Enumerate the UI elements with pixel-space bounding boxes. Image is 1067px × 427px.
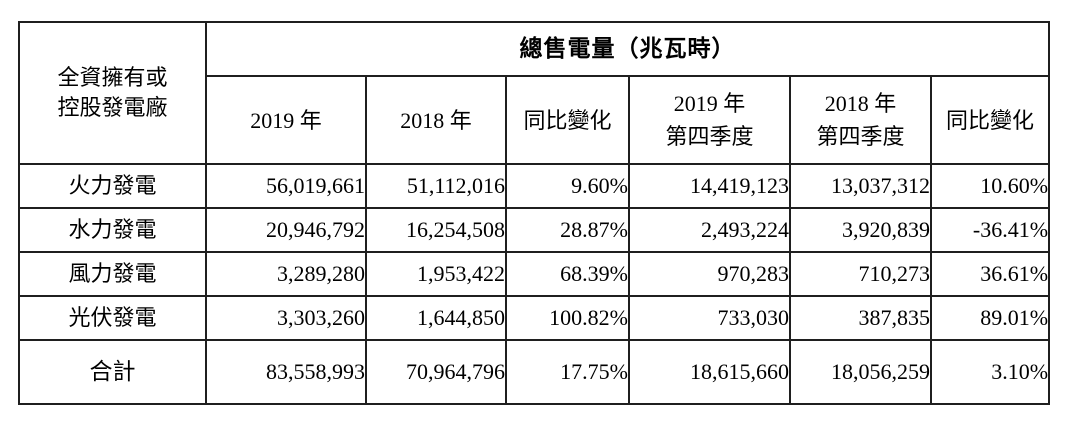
header-row-top: 全資擁有或 控股發電廠 總售電量（兆瓦時） xyxy=(18,21,1051,165)
cell-2018-q4: 387,835 xyxy=(789,295,932,341)
cell-2019-q4: 18,615,660 xyxy=(628,339,791,405)
cell-yoy: 68.39% xyxy=(505,251,630,297)
corner-header-plants: 全資擁有或 控股發電廠 xyxy=(18,21,207,165)
cell-2018: 16,254,508 xyxy=(365,207,507,253)
cell-2019-q4: 2,493,224 xyxy=(628,207,791,253)
header-row-columns: 2019 年 2018 年 同比變化 2019 年 第四季度 2018 年 第四… xyxy=(19,75,1051,165)
cell-yoy: 9.60% xyxy=(505,163,630,209)
cell-2018-q4: 710,273 xyxy=(789,251,932,297)
cell-2018-q4: 13,037,312 xyxy=(789,163,932,209)
cell-q4-yoy: 89.01% xyxy=(929,295,1051,341)
cell-yoy: 100.82% xyxy=(505,295,630,341)
cell-yoy: 17.75% xyxy=(505,339,630,405)
cell-q4-yoy: 10.60% xyxy=(929,163,1051,209)
cell-2019-q4: 14,419,123 xyxy=(628,163,791,209)
row-label: 光伏發電 xyxy=(18,295,207,341)
table-row-thermal: 火力發電 56,019,661 51,112,016 9.60% 14,419,… xyxy=(18,163,1051,209)
cell-2018-q4: 3,920,839 xyxy=(789,207,932,253)
cell-2018: 70,964,796 xyxy=(365,339,507,405)
row-label: 水力發電 xyxy=(18,207,207,253)
cell-2018: 1,644,850 xyxy=(365,295,507,341)
cell-q4-yoy: -36.41% xyxy=(929,207,1051,253)
table-row-solar: 光伏發電 3,303,260 1,644,850 100.82% 733,030… xyxy=(18,295,1051,341)
col-header-2019: 2019 年 xyxy=(205,75,367,165)
cell-2019: 20,946,792 xyxy=(205,207,367,253)
cell-2018-q4: 18,056,259 xyxy=(789,339,932,405)
table-row-total: 合計 83,558,993 70,964,796 17.75% 18,615,6… xyxy=(18,339,1051,405)
col-header-q4-yoy-change: 同比變化 xyxy=(929,75,1051,165)
col-header-yoy-change: 同比變化 xyxy=(505,75,630,165)
cell-q4-yoy: 3.10% xyxy=(929,339,1051,405)
col-header-2018: 2018 年 xyxy=(365,75,507,165)
span-header-total-sales: 總售電量（兆瓦時） xyxy=(204,21,1051,77)
electricity-sales-table: 全資擁有或 控股發電廠 總售電量（兆瓦時） 2019 年 2018 年 同比變化… xyxy=(18,21,1051,405)
cell-q4-yoy: 36.61% xyxy=(929,251,1051,297)
row-label: 火力發電 xyxy=(18,163,207,209)
cell-yoy: 28.87% xyxy=(505,207,630,253)
cell-2019: 83,558,993 xyxy=(205,339,367,405)
cell-2019: 3,289,280 xyxy=(205,251,367,297)
col-header-2019-q4: 2019 年 第四季度 xyxy=(628,75,791,165)
row-label-total: 合計 xyxy=(18,339,207,405)
table-row-wind: 風力發電 3,289,280 1,953,422 68.39% 970,283 … xyxy=(18,251,1051,297)
cell-2019-q4: 970,283 xyxy=(628,251,791,297)
cell-2018: 1,953,422 xyxy=(365,251,507,297)
col-header-2018-q4: 2018 年 第四季度 xyxy=(789,75,932,165)
table-row-hydro: 水力發電 20,946,792 16,254,508 28.87% 2,493,… xyxy=(18,207,1051,253)
cell-2019: 3,303,260 xyxy=(205,295,367,341)
cell-2018: 51,112,016 xyxy=(365,163,507,209)
cell-2019-q4: 733,030 xyxy=(628,295,791,341)
row-label: 風力發電 xyxy=(18,251,207,297)
cell-2019: 56,019,661 xyxy=(205,163,367,209)
